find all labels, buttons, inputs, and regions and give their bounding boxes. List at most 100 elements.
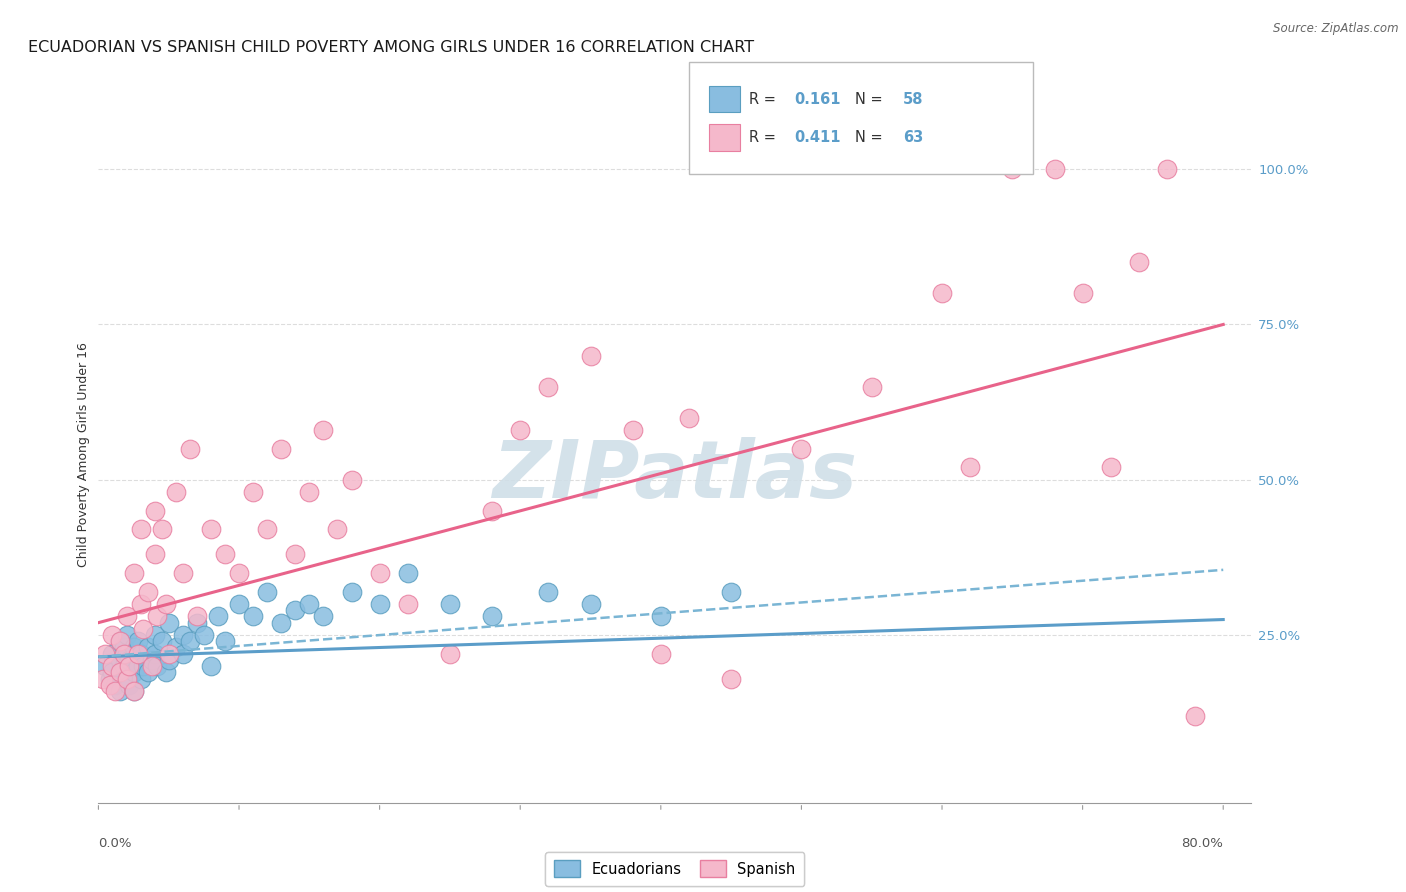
- Point: [101, 665, 124, 680]
- Point: [129, 672, 152, 686]
- Point: [256, 584, 278, 599]
- Text: 80.0%: 80.0%: [1181, 837, 1223, 850]
- Point: [186, 615, 208, 630]
- Point: [155, 597, 177, 611]
- Point: [298, 485, 321, 500]
- Point: [157, 653, 180, 667]
- Point: [172, 647, 194, 661]
- Point: [94, 659, 117, 673]
- Point: [579, 349, 602, 363]
- Point: [143, 504, 166, 518]
- Point: [127, 647, 149, 661]
- Point: [122, 566, 145, 580]
- Text: R =: R =: [749, 92, 780, 106]
- Point: [186, 609, 208, 624]
- Point: [118, 678, 141, 692]
- Point: [98, 678, 121, 692]
- Point: [1156, 162, 1178, 177]
- Point: [650, 609, 672, 624]
- Point: [108, 634, 131, 648]
- Point: [1099, 460, 1122, 475]
- Point: [1001, 162, 1024, 177]
- Point: [101, 628, 124, 642]
- Point: [165, 485, 187, 500]
- Text: 58: 58: [903, 92, 924, 106]
- Point: [509, 423, 531, 437]
- Text: R =: R =: [749, 130, 780, 145]
- Point: [108, 634, 131, 648]
- Point: [108, 665, 131, 680]
- Point: [115, 628, 138, 642]
- Point: [115, 672, 138, 686]
- Text: ZIPatlas: ZIPatlas: [492, 437, 858, 515]
- Text: 0.161: 0.161: [794, 92, 841, 106]
- Point: [650, 647, 672, 661]
- Point: [214, 547, 236, 561]
- Point: [1071, 286, 1094, 301]
- Point: [214, 634, 236, 648]
- Point: [122, 665, 145, 680]
- Point: [122, 684, 145, 698]
- Point: [340, 584, 363, 599]
- Point: [678, 410, 700, 425]
- Point: [790, 442, 813, 456]
- Point: [141, 653, 163, 667]
- Point: [340, 473, 363, 487]
- Point: [720, 672, 742, 686]
- Point: [150, 634, 173, 648]
- Point: [537, 584, 560, 599]
- Point: [127, 634, 149, 648]
- Point: [368, 597, 391, 611]
- Point: [118, 659, 141, 673]
- Point: [165, 640, 187, 655]
- Point: [155, 665, 177, 680]
- Point: [326, 523, 349, 537]
- Point: [368, 566, 391, 580]
- Point: [143, 628, 166, 642]
- Point: [108, 684, 131, 698]
- Point: [112, 647, 135, 661]
- Point: [439, 597, 461, 611]
- Point: [284, 603, 307, 617]
- Point: [122, 684, 145, 698]
- Point: [481, 504, 503, 518]
- Point: [228, 597, 250, 611]
- Point: [931, 286, 953, 301]
- Point: [129, 523, 152, 537]
- Point: [284, 547, 307, 561]
- Point: [172, 628, 194, 642]
- Point: [200, 659, 222, 673]
- Point: [172, 566, 194, 580]
- Text: Source: ZipAtlas.com: Source: ZipAtlas.com: [1274, 22, 1399, 36]
- Point: [720, 584, 742, 599]
- Point: [312, 423, 335, 437]
- Point: [242, 485, 264, 500]
- Point: [537, 379, 560, 393]
- Point: [959, 460, 981, 475]
- Point: [104, 678, 127, 692]
- Point: [270, 442, 292, 456]
- Point: [101, 659, 124, 673]
- Point: [141, 659, 163, 673]
- Point: [1043, 162, 1066, 177]
- Point: [579, 597, 602, 611]
- Point: [136, 584, 159, 599]
- Point: [129, 647, 152, 661]
- Point: [132, 659, 155, 673]
- Point: [621, 423, 644, 437]
- Point: [146, 609, 169, 624]
- Point: [1128, 255, 1150, 269]
- Point: [481, 609, 503, 624]
- Point: [439, 647, 461, 661]
- Text: 0.0%: 0.0%: [98, 837, 132, 850]
- Point: [112, 659, 135, 673]
- Point: [150, 523, 173, 537]
- Point: [118, 653, 141, 667]
- Point: [115, 647, 138, 661]
- Point: [143, 647, 166, 661]
- Point: [94, 647, 117, 661]
- Point: [91, 672, 114, 686]
- Point: [132, 622, 155, 636]
- Point: [98, 672, 121, 686]
- Text: N =: N =: [855, 92, 887, 106]
